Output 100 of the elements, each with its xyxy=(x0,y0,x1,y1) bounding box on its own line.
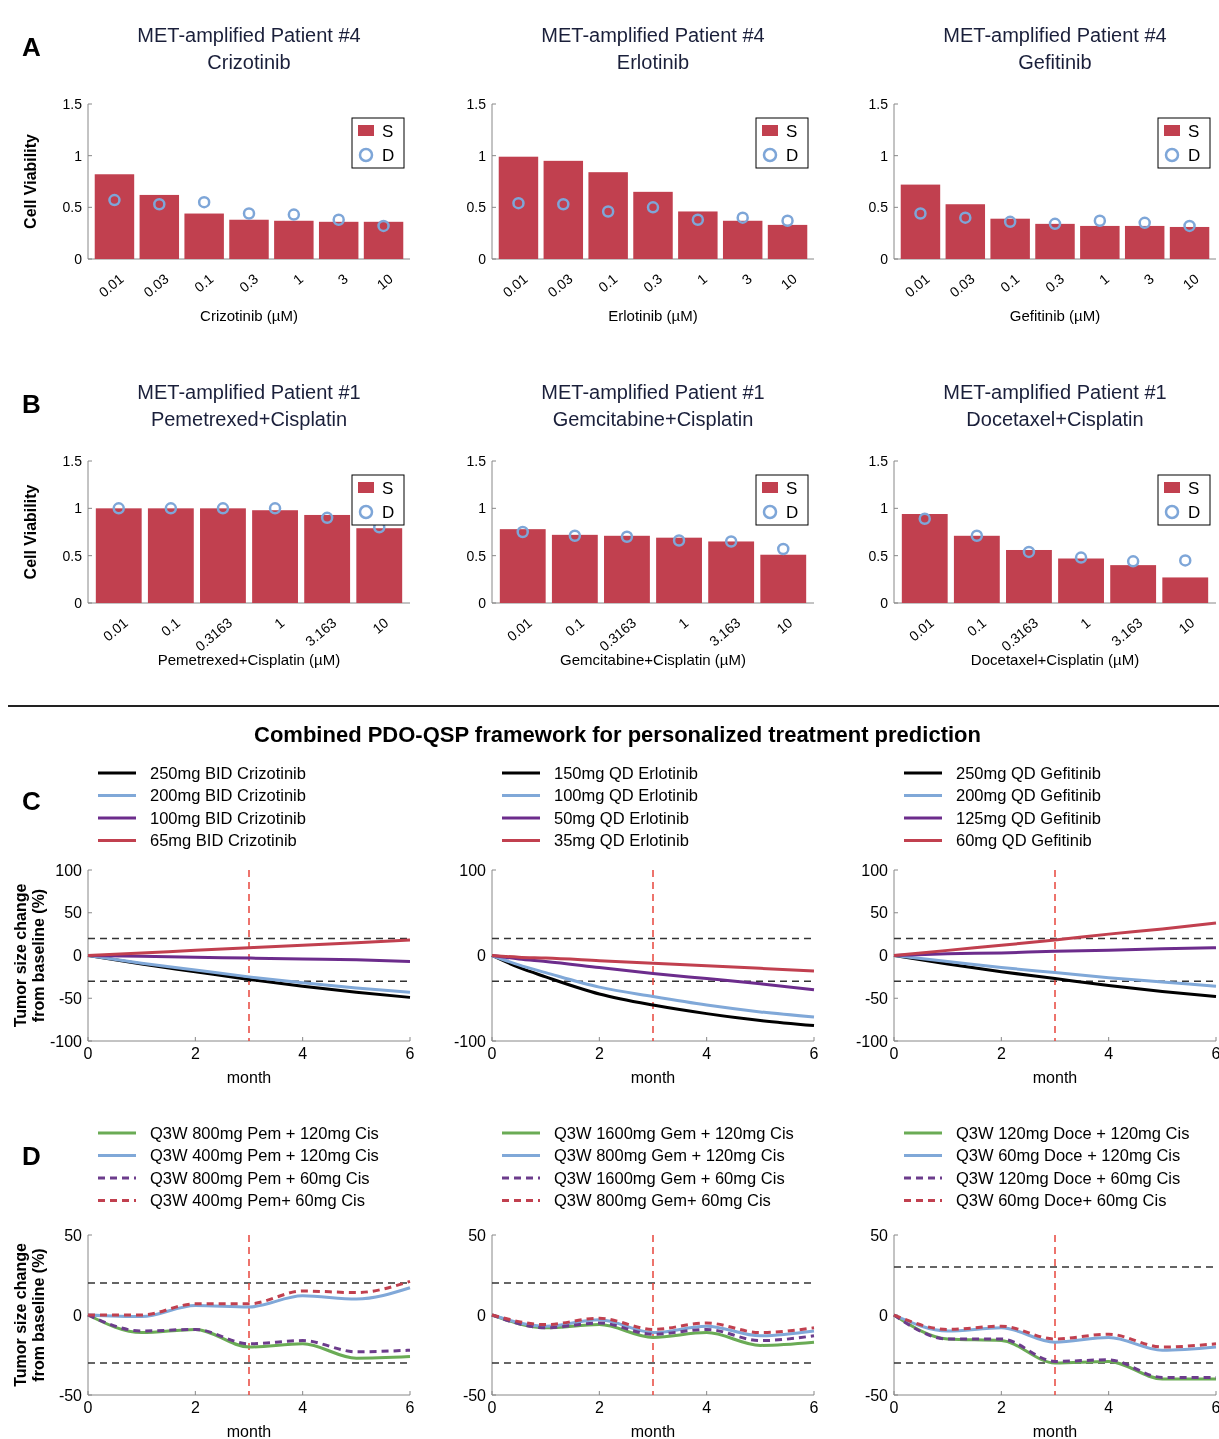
text: D xyxy=(22,1141,41,1171)
point xyxy=(1048,217,1062,231)
bar xyxy=(760,554,807,603)
legend-label: S xyxy=(786,121,798,141)
bar xyxy=(543,160,584,259)
bar xyxy=(1169,226,1210,259)
x-tick-label: 2 xyxy=(190,1399,200,1416)
y-tick-label: 1.5 xyxy=(466,452,487,469)
legend-label: Q3W 120mg Doce + 120mg Cis xyxy=(956,1123,1190,1142)
chart-title: MET-amplified Patient #1 xyxy=(137,381,361,403)
y-tick-label: -50 xyxy=(462,1386,487,1404)
bar xyxy=(304,514,351,603)
legend-label: Q3W 60mg Doce + 120mg Cis xyxy=(956,1146,1181,1165)
x-tick-label: 0.1 xyxy=(595,270,621,296)
bar xyxy=(708,541,755,603)
bar xyxy=(633,191,673,259)
y-tick-label: -50 xyxy=(864,1386,889,1404)
legend-label: D xyxy=(382,502,395,522)
bar xyxy=(252,510,298,603)
bar xyxy=(1006,549,1052,603)
chart-title: MET-amplified Patient #1 xyxy=(541,381,765,403)
legend-label: Q3W 120mg Doce + 60mg Cis xyxy=(956,1168,1181,1187)
point xyxy=(959,211,972,224)
x-tick-label: 3 xyxy=(334,270,352,288)
y-tick-label: 0 xyxy=(478,250,487,267)
y-tick-label: 0 xyxy=(73,1306,83,1324)
x-tick-label: 3 xyxy=(1140,270,1158,288)
point xyxy=(691,213,705,226)
point xyxy=(1022,545,1036,559)
line-series xyxy=(86,938,412,957)
x-axis-title: month xyxy=(226,1423,272,1439)
x-tick-label: 6 xyxy=(809,1045,819,1062)
bar xyxy=(274,220,314,259)
x-tick-label: 0.1 xyxy=(997,270,1023,296)
x-tick-label: 0.01 xyxy=(499,270,531,301)
y-tick-label: 50 xyxy=(870,904,889,922)
bar xyxy=(363,221,404,259)
y-tick-label: 1.5 xyxy=(466,95,487,112)
bar xyxy=(901,514,948,603)
text: Combined PDO-QSP framework for personalized treatment prediction xyxy=(254,722,981,747)
x-tick-label: 10 xyxy=(1179,270,1202,293)
x-tick-label: 4 xyxy=(1104,1399,1114,1416)
bar xyxy=(229,219,269,259)
x-tick-label: 4 xyxy=(298,1399,308,1416)
chart-subtitle: Crizotinib xyxy=(207,51,291,73)
x-axis-title: Erlotinib (µM) xyxy=(608,307,698,324)
x-tick-label: 3 xyxy=(738,270,756,288)
x-axis-title: Docetaxel+Cisplatin (µM) xyxy=(970,651,1140,668)
y-tick-label: 1.5 xyxy=(62,95,83,112)
point xyxy=(320,511,334,525)
y-tick-label: 0.5 xyxy=(62,547,83,564)
point xyxy=(1179,554,1192,567)
y-tick-label: 0.5 xyxy=(868,199,889,216)
x-tick-label: 0.1 xyxy=(157,614,184,640)
legend-label: Q3W 400mg Pem + 120mg Cis xyxy=(150,1146,379,1165)
point xyxy=(914,207,927,220)
y-tick-label: 0 xyxy=(879,947,889,965)
x-tick-label: 1 xyxy=(693,270,711,288)
x-tick-label: 0.03 xyxy=(946,270,978,301)
legend-label: 65mg BID Crizotinib xyxy=(150,831,297,850)
legend-label: Q3W 1600mg Gem + 120mg Cis xyxy=(554,1123,794,1142)
y-tick-label: 0.5 xyxy=(466,547,487,564)
y-tick-label: -50 xyxy=(58,1386,83,1404)
x-tick-label: 4 xyxy=(702,1045,712,1062)
y-tick-label: 1 xyxy=(478,500,487,517)
x-tick-label: 0.03 xyxy=(544,270,576,301)
legend-label: Q3W 400mg Pem+ 60mg Cis xyxy=(150,1191,366,1210)
x-tick-label: 4 xyxy=(702,1399,712,1416)
chart-subtitle: Gefitinib xyxy=(1018,51,1092,73)
y-tick-label: 1 xyxy=(74,500,83,517)
bar xyxy=(200,508,246,603)
point xyxy=(781,214,794,228)
legend-label: 250mg QD Gefitinib xyxy=(956,763,1101,782)
bar xyxy=(990,218,1030,259)
x-tick-label: 2 xyxy=(594,1045,604,1062)
x-tick-label: 6 xyxy=(1211,1399,1219,1416)
point xyxy=(736,211,749,224)
y-tick-label: 50 xyxy=(870,1226,889,1244)
chart-title: MET-amplified Patient #1 xyxy=(943,381,1167,403)
legend-label: Q3W 800mg Gem+ 60mg Cis xyxy=(554,1191,771,1210)
bar xyxy=(678,211,718,259)
bar xyxy=(147,508,194,603)
legend-label: 150mg QD Erlotinib xyxy=(554,763,698,782)
point xyxy=(1138,216,1151,230)
chart-title: MET-amplified Patient #4 xyxy=(541,24,765,46)
legend-label: 100mg BID Crizotinib xyxy=(150,808,306,827)
x-tick-label: 2 xyxy=(594,1399,604,1416)
point xyxy=(197,195,211,209)
y-tick-label: 50 xyxy=(64,904,83,922)
point xyxy=(164,502,178,515)
text: C xyxy=(22,786,41,816)
y-axis-title: Cell Viability xyxy=(22,133,39,229)
y-tick-label: 1 xyxy=(478,147,487,164)
x-axis-title: Crizotinib (µM) xyxy=(200,307,298,324)
x-axis-title: month xyxy=(1032,1423,1078,1439)
point xyxy=(516,525,529,539)
point xyxy=(108,193,121,207)
x-tick-label: 0.01 xyxy=(901,270,933,301)
y-tick-label: 0 xyxy=(73,947,83,965)
bar xyxy=(499,529,546,603)
